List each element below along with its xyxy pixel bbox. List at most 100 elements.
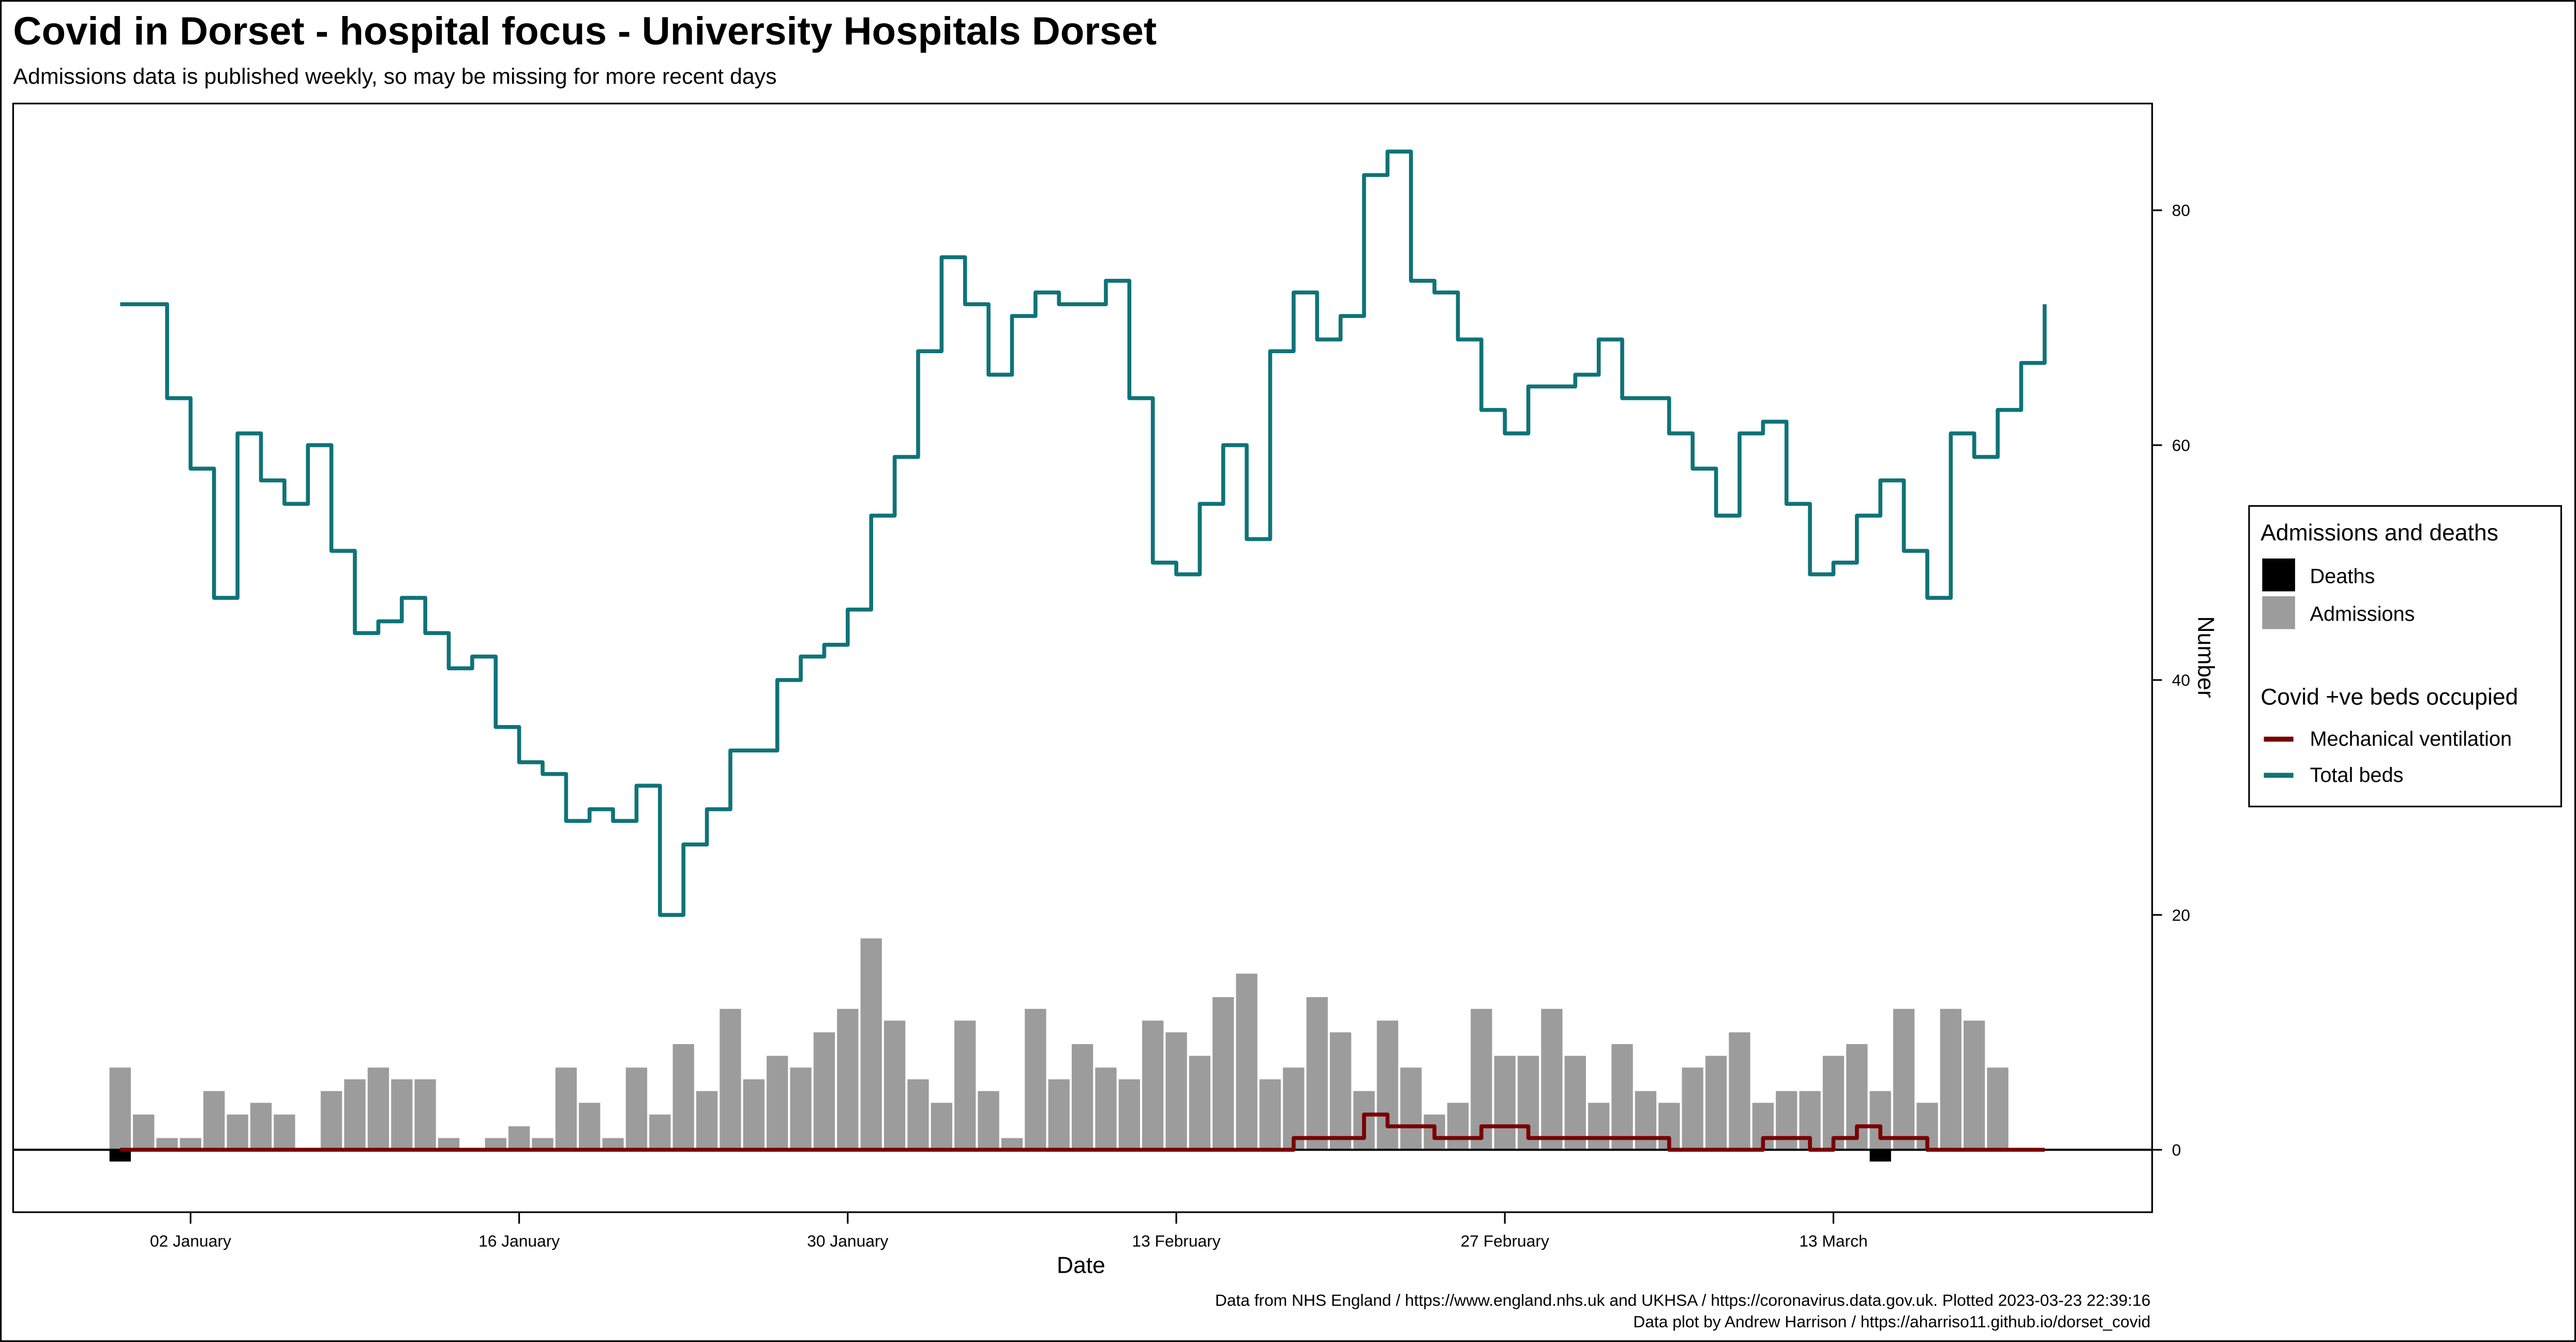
legend-label-deaths: Deaths	[2310, 565, 2375, 588]
admissions-bar	[1705, 1055, 1727, 1150]
legend-label-ventilation: Mechanical ventilation	[2310, 728, 2511, 750]
y-tick-label: 60	[2172, 436, 2190, 455]
deaths-bar	[1869, 1150, 1891, 1162]
admissions-bar	[1541, 1008, 1563, 1150]
admissions-bar	[883, 1020, 906, 1150]
admissions-bar	[203, 1091, 225, 1150]
admissions-bar	[391, 1079, 413, 1150]
admissions-bar	[931, 1103, 952, 1150]
caption-source: Data from NHS England / https://www.engl…	[1215, 1291, 2150, 1309]
admissions-bar	[485, 1138, 506, 1150]
legend-title-beds: Covid +ve beds occupied	[2260, 685, 2518, 710]
admissions-bar	[532, 1138, 553, 1150]
legend-title-admissions-deaths: Admissions and deaths	[2260, 520, 2498, 546]
admissions-bar	[1118, 1079, 1140, 1150]
admissions-bar	[579, 1103, 601, 1150]
x-tick-label: 16 January	[478, 1232, 560, 1250]
admissions-bar	[555, 1067, 577, 1150]
legend-label-admissions: Admissions	[2310, 603, 2415, 626]
admissions-bar	[1259, 1079, 1281, 1150]
total-beds-line	[120, 149, 2047, 917]
admissions-bar	[133, 1114, 155, 1150]
admissions-bar	[978, 1091, 999, 1150]
admissions-bar	[438, 1138, 460, 1150]
legend: Admissions and deaths Deaths Admissions …	[2248, 505, 2563, 808]
admissions-bar	[954, 1020, 976, 1150]
admissions-bar	[625, 1067, 648, 1150]
admissions-bar	[179, 1138, 202, 1150]
admissions-bar	[508, 1126, 530, 1150]
admissions-bar	[1822, 1055, 1845, 1150]
legend-key-admissions	[2262, 596, 2295, 629]
admissions-bar	[1400, 1067, 1422, 1150]
admissions-bar	[743, 1079, 765, 1150]
x-tick-label: 02 January	[150, 1232, 231, 1250]
deaths-bar	[109, 1150, 131, 1162]
admissions-bar	[1376, 1020, 1399, 1150]
admissions-bar	[696, 1091, 718, 1150]
x-tick-label: 13 March	[1799, 1232, 1867, 1250]
admissions-bar	[1095, 1067, 1117, 1150]
admissions-bar	[860, 938, 882, 1150]
admissions-bar	[1729, 1032, 1750, 1150]
y-tick-label: 20	[2172, 906, 2190, 924]
admissions-bar	[1048, 1079, 1070, 1150]
plot-panel	[12, 102, 2153, 1213]
admissions-bar	[414, 1079, 436, 1150]
x-tick-label: 30 January	[807, 1232, 888, 1250]
admissions-bar	[1494, 1055, 1516, 1150]
admissions-bar	[367, 1067, 390, 1150]
caption-author: Data plot by Andrew Harrison / https://a…	[1633, 1312, 2150, 1331]
y-tick-label: 0	[2172, 1140, 2181, 1159]
admissions-bar	[1776, 1091, 1798, 1150]
x-tick-label: 27 February	[1461, 1232, 1549, 1250]
admissions-bar	[767, 1055, 788, 1150]
admissions-bar	[1682, 1067, 1703, 1150]
admissions-bar	[250, 1103, 272, 1150]
admissions-bar	[602, 1138, 624, 1150]
legend-label-total-beds: Total beds	[2310, 764, 2403, 787]
admissions-bar	[1001, 1138, 1023, 1150]
admissions-bar	[1588, 1103, 1610, 1150]
admissions-bar	[813, 1032, 835, 1150]
ventilation-line	[120, 1112, 2045, 1152]
admissions-bar	[907, 1079, 929, 1150]
admissions-bar	[1025, 1008, 1046, 1150]
admissions-bar	[227, 1114, 248, 1150]
legend-box	[2248, 505, 2563, 808]
admissions-bar	[1329, 1032, 1352, 1150]
legend-key-deaths	[2262, 558, 2295, 592]
chart-subtitle: Admissions data is published weekly, so …	[13, 64, 776, 89]
admissions-bar	[1869, 1091, 1891, 1150]
admissions-bar	[1306, 997, 1328, 1150]
admissions-bar	[1212, 997, 1234, 1150]
y-tick-label: 40	[2172, 671, 2190, 689]
admissions-bar	[1964, 1020, 1985, 1150]
admissions-bar	[720, 1008, 741, 1150]
y-axis: 0 20 40 60 80	[2152, 201, 2190, 1159]
admissions-bar	[1635, 1091, 1657, 1150]
admissions-bar	[1447, 1103, 1469, 1150]
admissions-bar	[1893, 1008, 1915, 1150]
admissions-bar	[790, 1067, 812, 1150]
admissions-bar	[274, 1114, 295, 1150]
chart-title: Covid in Dorset - hospital focus - Unive…	[13, 9, 1157, 53]
admissions-bar	[1071, 1044, 1094, 1150]
admissions-bar	[672, 1044, 694, 1150]
admissions-bar	[837, 1008, 859, 1150]
x-axis: 02 January 16 January 30 January 13 Februar…	[150, 1212, 1868, 1250]
x-axis-title: Date	[1057, 1253, 1105, 1278]
admissions-bar	[1165, 1032, 1187, 1150]
admissions-bar	[1189, 1055, 1211, 1150]
plot-marks	[13, 149, 2152, 1162]
admissions-bar	[1142, 1020, 1164, 1150]
admissions-bar	[649, 1114, 671, 1150]
admissions-bar	[156, 1138, 178, 1150]
admissions-bar	[344, 1079, 366, 1150]
admissions-bar	[1611, 1044, 1633, 1150]
admissions-bar	[1564, 1055, 1586, 1150]
admissions-bar	[109, 1067, 131, 1150]
x-tick-label: 13 February	[1132, 1232, 1220, 1250]
admissions-bar	[1987, 1067, 2009, 1150]
